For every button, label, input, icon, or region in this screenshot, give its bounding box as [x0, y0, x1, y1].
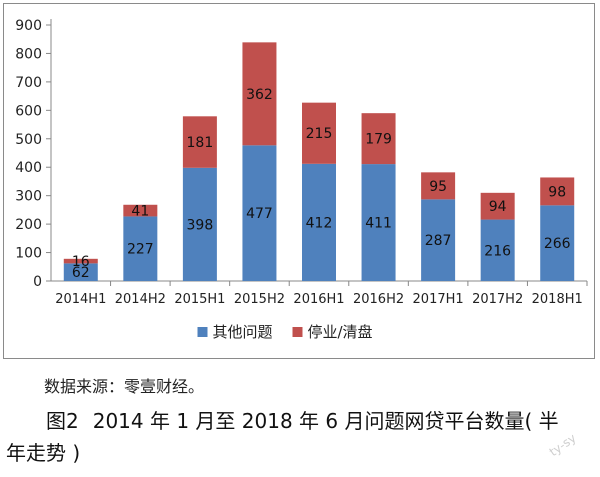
bar-segment-2017H1-s0: [421, 199, 456, 281]
data-label-2016H1-s0: 412: [306, 215, 333, 231]
x-tick-label: 2018H1: [532, 292, 583, 307]
data-label-2018H1-s0: 266: [544, 236, 571, 252]
data-label-2015H2-s1: 362: [246, 87, 273, 103]
bar-segment-2016H1-s0: [302, 163, 336, 281]
x-tick-label: 2016H1: [293, 292, 344, 307]
legend-label-0: 其他问题: [213, 323, 273, 341]
source-note: 数据来源：零壹财经。: [44, 377, 205, 396]
data-label-2017H1-s1: 95: [429, 179, 447, 195]
y-tick-label: 600: [15, 103, 42, 119]
figure-caption: 图2 2014 年 1 月至 2018 年 6 月问题网贷平台数量( 半 年走势 …: [0, 405, 596, 469]
y-tick-label: 0: [33, 274, 42, 290]
bar-segment-2018H1-s0: [540, 205, 575, 281]
data-label-2016H2-s1: 179: [365, 132, 392, 148]
x-tick-label: 2016H2: [353, 292, 404, 307]
bar-segment-2015H1-s0: [182, 167, 217, 281]
data-label-2014H1-s1: 16: [72, 254, 90, 270]
legend-label-1: 停业/清盘: [308, 323, 373, 341]
bar-segment-2016H2-s0: [361, 164, 396, 281]
bar-segment-2014H1-s1: [63, 258, 98, 264]
bar-segment-2015H1-s1: [182, 116, 217, 168]
data-label-2018H1-s1: 98: [548, 184, 566, 200]
data-label-2014H2-s1: 41: [131, 204, 149, 220]
data-label-2016H1-s1: 215: [306, 126, 333, 142]
data-label-2017H2-s1: 94: [489, 199, 507, 215]
bar-segment-2014H2-s1: [123, 204, 158, 217]
chart-frame: 0 100 200 300 400 500 600 700 800 900 62 16 2014H1 22…: [3, 3, 595, 359]
bar-segment-2016H2-s1: [361, 113, 396, 165]
figure-number: 图2: [46, 409, 79, 433]
bar-segment-2017H2-s0: [480, 219, 515, 281]
data-label-2017H2-s0: 216: [484, 243, 511, 259]
data-label-2015H1-s1: 181: [187, 135, 214, 151]
x-tick-label: 2014H2: [115, 292, 166, 307]
bar-segment-2015H2-s1: [242, 42, 277, 146]
x-tick-label: 2014H1: [55, 292, 106, 307]
bar-segment-2016H1-s1: [302, 102, 336, 164]
x-tick-label: 2015H2: [234, 292, 285, 307]
bar-segment-2017H2-s1: [480, 192, 515, 220]
y-tick-label: 900: [15, 18, 42, 34]
data-label-2015H1-s0: 398: [187, 217, 214, 233]
y-tick-label: 700: [15, 75, 42, 91]
bar-segment-2017H1-s1: [421, 172, 456, 200]
y-tick-label: 300: [15, 189, 42, 205]
legend-swatch-1: [292, 327, 303, 337]
data-label-2014H1-s0: 62: [72, 265, 90, 281]
bar-segment-2015H2-s0: [242, 145, 277, 281]
data-label-2015H2-s0: 477: [246, 206, 273, 222]
bar-segment-2014H2-s0: [123, 216, 158, 281]
x-tick-label: 2015H1: [174, 292, 225, 307]
y-tick-label: 800: [15, 46, 42, 62]
data-label-2017H1-s0: 287: [425, 233, 452, 249]
data-label-2016H2-s0: 411: [365, 216, 392, 232]
x-tick-label: 2017H2: [472, 292, 523, 307]
y-tick-label: 200: [15, 217, 42, 233]
y-tick-label: 400: [15, 160, 42, 176]
caption-line-1: 2014 年 1 月至 2018 年 6 月问题网贷平台数量( 半: [92, 409, 559, 433]
y-tick-label: 500: [15, 132, 42, 148]
data-label-2014H2-s0: 227: [127, 242, 154, 258]
bar-segment-2014H1-s0: [63, 263, 98, 281]
bar-segment-2018H1-s1: [540, 177, 575, 206]
y-tick-label: 100: [15, 246, 42, 262]
x-tick-label: 2017H1: [413, 292, 464, 307]
caption-line-2: 年走势 ): [6, 441, 81, 465]
legend-swatch-0: [197, 327, 208, 337]
